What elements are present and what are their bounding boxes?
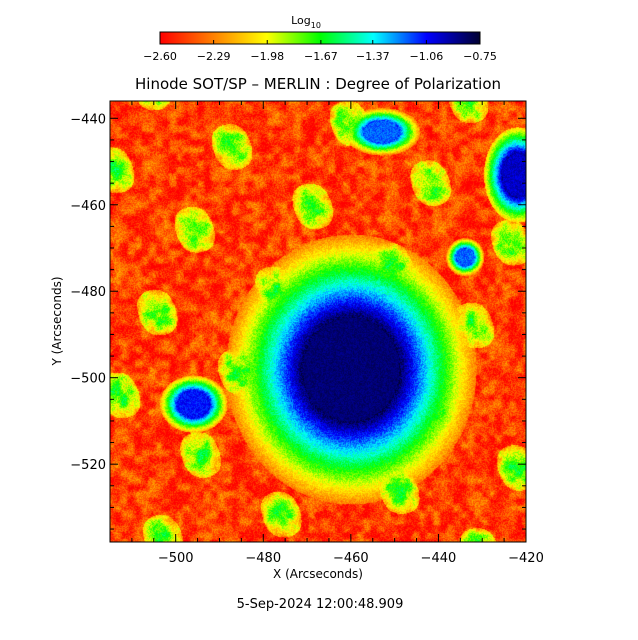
colorbar-tick-label: −0.75 <box>463 50 497 63</box>
x-tick-label: −440 <box>421 551 457 566</box>
heatmap-image <box>110 101 526 542</box>
colorbar-tick-label: −1.06 <box>410 50 444 63</box>
timestamp: 5-Sep-2024 12:00:48.909 <box>237 597 404 612</box>
colorbar-tick-label: −2.60 <box>143 50 177 63</box>
colorbar-tick-label: −1.67 <box>304 50 338 63</box>
y-axis-label: Y (Arcseconds) <box>50 276 64 366</box>
y-tick-label: −520 <box>70 458 106 473</box>
colorbar-strip <box>159 31 481 45</box>
x-tick-label: −460 <box>333 551 369 566</box>
colorbar-tick-label: −1.98 <box>250 50 284 63</box>
x-tick-label: −420 <box>508 551 544 566</box>
plot-frame <box>109 100 527 543</box>
y-tick-label: −460 <box>70 199 106 214</box>
x-axis-label: X (Arcseconds) <box>273 567 363 581</box>
colorbar: Log10 −2.60 −2.29 −1.98 −1.67 −1.37 −1.06 −0.7… <box>143 14 497 63</box>
heatmap-canvas <box>110 101 526 542</box>
x-axis: −500 −480 −460 −440 −420 <box>109 101 544 566</box>
chart-title: Hinode SOT/SP – MERLIN : Degree of Polar… <box>135 75 501 93</box>
x-tick-label: −500 <box>158 551 194 566</box>
colorbar-ticks: −2.60 −2.29 −1.98 −1.67 −1.37 −1.06 −0.75 <box>143 40 497 63</box>
colorbar-title: Log10 <box>291 14 321 30</box>
y-tick-label: −500 <box>70 372 106 387</box>
y-tick-label: −480 <box>70 285 106 300</box>
colorbar-tick-label: −2.29 <box>197 50 231 63</box>
y-tick-label: −440 <box>70 112 106 127</box>
y-axis: −440 −460 −480 −500 −520 <box>70 112 526 530</box>
colorbar-tick-label: −1.37 <box>356 50 390 63</box>
x-tick-label: −480 <box>245 551 281 566</box>
